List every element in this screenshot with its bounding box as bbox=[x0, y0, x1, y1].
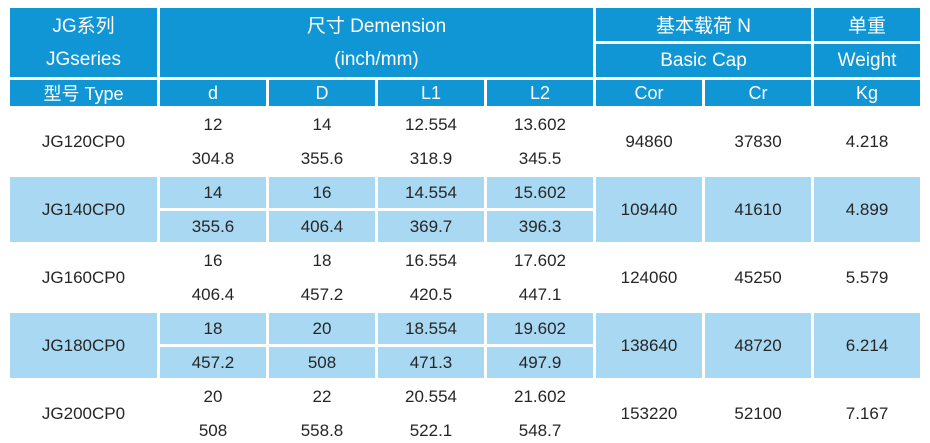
dim-L2-mm-cell: 396.3 bbox=[487, 211, 594, 242]
weight-kg-cell: 6.214 bbox=[814, 313, 921, 378]
table-row-mm: 304.8 355.6 318.9 345.5 bbox=[10, 143, 920, 174]
dim-L2-mm-cell: 548.7 bbox=[487, 415, 594, 443]
table-header: JG系列 JGseries 尺寸 Demension (inch/mm) 基本载… bbox=[10, 8, 921, 106]
model-type-cell: JG120CP0 bbox=[10, 109, 157, 174]
dim-L1-inch-cell: 20.554 bbox=[378, 381, 484, 412]
table-row-mm: 355.6 406.4 369.7 396.3 bbox=[10, 211, 920, 242]
series-label-cn: JG系列 bbox=[52, 15, 115, 37]
dim-L1-mm-cell: 471.3 bbox=[378, 347, 484, 378]
dim-d-inch-cell: 20 bbox=[160, 381, 266, 412]
load-cr-cell: 41610 bbox=[705, 177, 812, 242]
load-cr-cell: 52100 bbox=[705, 381, 812, 443]
dim-d-inch-cell: 18 bbox=[160, 313, 266, 344]
dim-L1-inch-cell: 16.554 bbox=[378, 245, 484, 276]
column-header-L2: L2 bbox=[487, 80, 594, 106]
table-row-mm: 457.2 508 471.3 497.9 bbox=[10, 347, 920, 378]
table-body: JG120CP0 12 14 12.554 13.602 94860 37830… bbox=[10, 109, 921, 443]
table-row-inch: JG140CP0 14 16 14.554 15.602 109440 4161… bbox=[10, 177, 921, 242]
series-header-cell: JG系列 JGseries bbox=[10, 8, 157, 77]
column-header-D: D bbox=[269, 80, 375, 106]
dim-L1-mm-cell: 522.1 bbox=[378, 415, 484, 443]
load-cr-cell: 45250 bbox=[705, 245, 812, 310]
load-header-en: Basic Cap bbox=[596, 44, 812, 77]
load-cor-cell: 124060 bbox=[596, 245, 703, 310]
load-cor-cell: 94860 bbox=[596, 109, 703, 174]
dim-L2-mm-cell: 345.5 bbox=[487, 143, 594, 174]
weight-kg-cell: 4.899 bbox=[814, 177, 921, 242]
dim-d-mm-cell: 406.4 bbox=[160, 279, 266, 310]
weight-kg-cell: 5.579 bbox=[814, 245, 921, 310]
dim-L1-mm-cell: 420.5 bbox=[378, 279, 484, 310]
column-header-L1: L1 bbox=[378, 80, 484, 106]
series-label-en: JGseries bbox=[46, 48, 121, 70]
dim-L2-inch-cell: 15.602 bbox=[487, 177, 594, 208]
dim-L1-mm-cell: 318.9 bbox=[378, 143, 484, 174]
dimension-unit-label: (inch/mm) bbox=[334, 48, 419, 70]
table-row-inch: JG120CP0 12 14 12.554 13.602 94860 37830… bbox=[10, 109, 921, 174]
table-row-mm: 406.4 457.2 420.5 447.1 bbox=[10, 279, 920, 310]
column-header-d: d bbox=[160, 80, 266, 106]
weight-header-en: Weight bbox=[814, 44, 921, 77]
dim-L1-inch-cell: 14.554 bbox=[378, 177, 484, 208]
table-row-inch: JG200CP0 20 22 20.554 21.602 153220 5210… bbox=[10, 381, 921, 443]
load-cor-cell: 153220 bbox=[596, 381, 703, 443]
column-header-Cr: Cr bbox=[705, 80, 812, 106]
dim-L1-mm-cell: 369.7 bbox=[378, 211, 484, 242]
dim-D-mm-cell: 508 bbox=[269, 347, 375, 378]
dim-d-mm-cell: 457.2 bbox=[160, 347, 266, 378]
dim-L2-inch-cell: 17.602 bbox=[487, 245, 594, 276]
table-row-inch: JG160CP0 16 18 16.554 17.602 124060 4525… bbox=[10, 245, 921, 310]
table-row-mm: 508 558.8 522.1 548.7 bbox=[10, 415, 920, 443]
dim-L2-mm-cell: 447.1 bbox=[487, 279, 594, 310]
dimension-header-cell: 尺寸 Demension (inch/mm) bbox=[160, 8, 594, 77]
dim-L2-inch-cell: 13.602 bbox=[487, 109, 594, 140]
column-header-type: 型号 Type bbox=[10, 80, 157, 106]
dim-d-inch-cell: 12 bbox=[160, 109, 266, 140]
dimension-label-cn: 尺寸 Demension bbox=[306, 15, 447, 37]
dim-D-inch-cell: 20 bbox=[269, 313, 375, 344]
dim-L2-inch-cell: 19.602 bbox=[487, 313, 594, 344]
model-type-cell: JG200CP0 bbox=[10, 381, 157, 443]
dim-d-inch-cell: 14 bbox=[160, 177, 266, 208]
column-header-Kg: Kg bbox=[814, 80, 921, 106]
table-row-inch: JG180CP0 18 20 18.554 19.602 138640 4872… bbox=[10, 313, 921, 378]
model-type-cell: JG160CP0 bbox=[10, 245, 157, 310]
dim-L2-mm-cell: 497.9 bbox=[487, 347, 594, 378]
dim-d-mm-cell: 355.6 bbox=[160, 211, 266, 242]
spec-table: JG系列 JGseries 尺寸 Demension (inch/mm) 基本载… bbox=[7, 5, 923, 443]
column-header-Cor: Cor bbox=[596, 80, 703, 106]
weight-kg-cell: 7.167 bbox=[814, 381, 921, 443]
dim-D-inch-cell: 16 bbox=[269, 177, 375, 208]
dim-L1-inch-cell: 12.554 bbox=[378, 109, 484, 140]
load-cor-cell: 138640 bbox=[596, 313, 703, 378]
dim-D-mm-cell: 558.8 bbox=[269, 415, 375, 443]
load-header-cn: 基本载荷 N bbox=[596, 8, 812, 41]
model-type-cell: JG140CP0 bbox=[10, 177, 157, 242]
dim-L2-inch-cell: 21.602 bbox=[487, 381, 594, 412]
load-cr-cell: 48720 bbox=[705, 313, 812, 378]
dim-d-mm-cell: 508 bbox=[160, 415, 266, 443]
dim-L1-inch-cell: 18.554 bbox=[378, 313, 484, 344]
load-cor-cell: 109440 bbox=[596, 177, 703, 242]
dim-D-mm-cell: 355.6 bbox=[269, 143, 375, 174]
dim-D-mm-cell: 406.4 bbox=[269, 211, 375, 242]
dim-D-mm-cell: 457.2 bbox=[269, 279, 375, 310]
weight-kg-cell: 4.218 bbox=[814, 109, 921, 174]
weight-header-cn: 单重 bbox=[814, 8, 921, 41]
model-type-cell: JG180CP0 bbox=[10, 313, 157, 378]
dim-D-inch-cell: 22 bbox=[269, 381, 375, 412]
dim-d-inch-cell: 16 bbox=[160, 245, 266, 276]
load-cr-cell: 37830 bbox=[705, 109, 812, 174]
dim-d-mm-cell: 304.8 bbox=[160, 143, 266, 174]
dim-D-inch-cell: 18 bbox=[269, 245, 375, 276]
dim-D-inch-cell: 14 bbox=[269, 109, 375, 140]
